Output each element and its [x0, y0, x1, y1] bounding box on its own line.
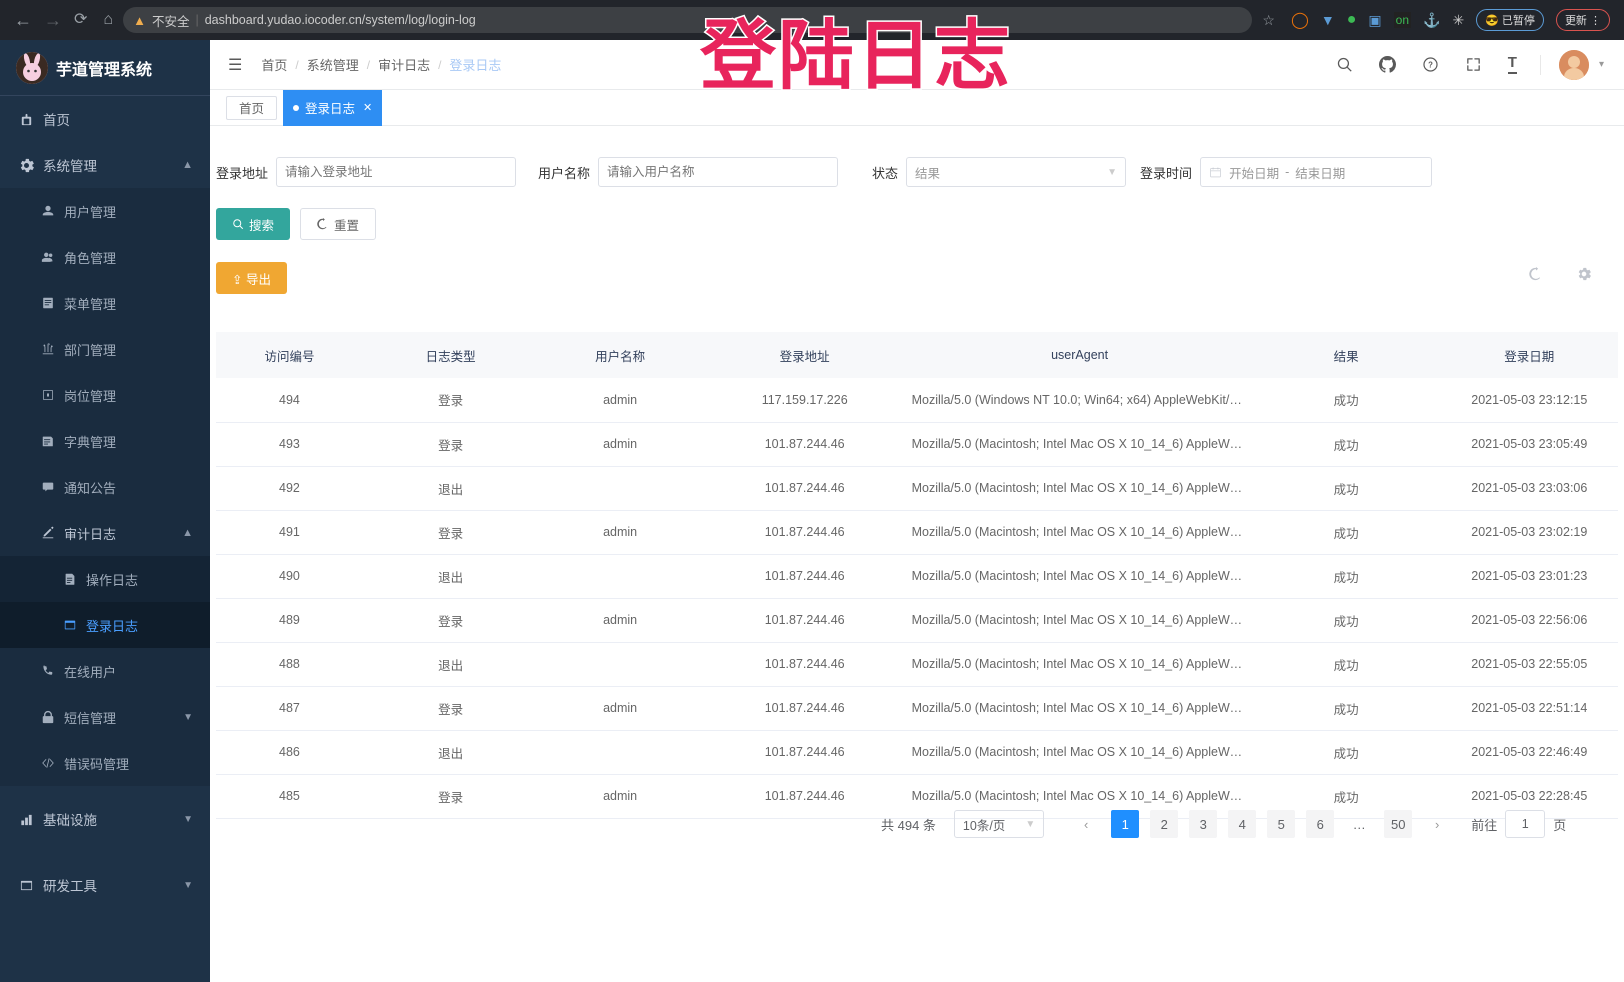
svg-text:?: ?: [1428, 61, 1433, 70]
